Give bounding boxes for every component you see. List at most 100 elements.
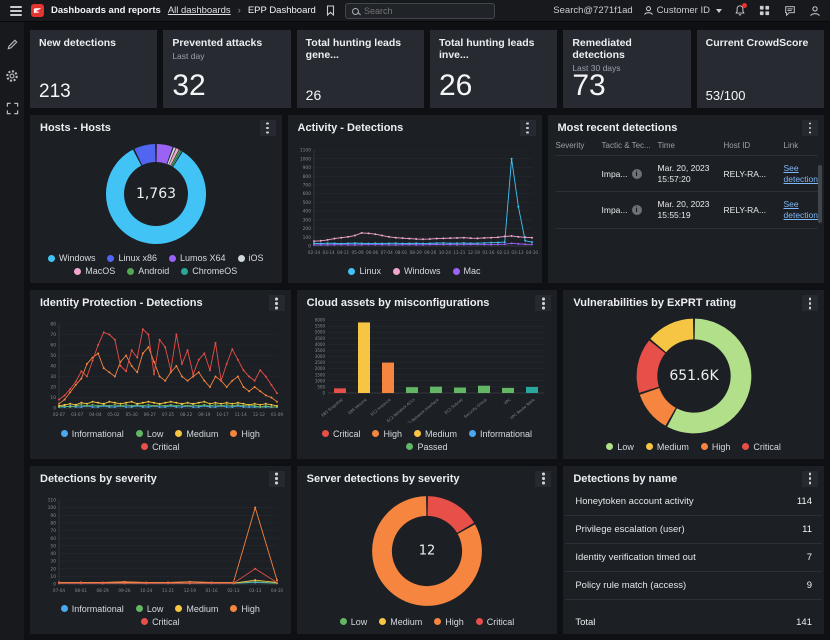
legend-dot <box>434 618 442 626</box>
legend-item[interactable]: Critical <box>321 429 360 439</box>
gear-icon[interactable] <box>4 68 20 84</box>
edit-pencil-icon[interactable] <box>4 36 20 52</box>
legend-item[interactable]: Medium <box>413 429 457 439</box>
svg-text:50: 50 <box>51 543 57 549</box>
time-cell: Mar. 20, 2023 15:55:19 <box>657 199 710 220</box>
legend-item[interactable]: Medium <box>645 442 689 452</box>
detection-name-row[interactable]: Policy rule match (access) 9 <box>565 572 822 600</box>
legend-label: Medium <box>186 603 219 614</box>
panel-menu-button[interactable] <box>801 470 818 487</box>
severity-legend: Informational Low Medium High Critical <box>30 602 291 634</box>
svg-text:1100: 1100 <box>299 147 310 153</box>
legend-item[interactable]: iOS <box>237 253 264 263</box>
legend-item[interactable]: Low <box>606 442 634 452</box>
legend-item[interactable]: Informational <box>60 604 124 614</box>
column-header[interactable]: Link <box>783 141 799 150</box>
search-input[interactable] <box>364 6 488 16</box>
hamburger-menu-icon[interactable] <box>10 9 22 12</box>
legend-item[interactable]: High <box>700 442 730 452</box>
user-search-label[interactable]: Search@7271f1ad <box>553 5 633 16</box>
stat-value: 213 <box>39 81 71 102</box>
legend-item[interactable]: Critical <box>141 442 180 452</box>
panel-menu-button[interactable] <box>268 470 285 487</box>
search-icon <box>352 7 359 15</box>
server-donut-chart: 12 <box>372 496 482 607</box>
legend-label: Linux <box>359 266 381 277</box>
panel-menu-button[interactable] <box>535 470 552 487</box>
legend-item[interactable]: Low <box>135 429 163 439</box>
legend-item[interactable]: Informational <box>60 429 124 439</box>
detection-name-row[interactable]: Honeytoken account activity 114 <box>565 488 822 516</box>
legend-item[interactable]: Mac <box>452 266 481 277</box>
info-icon[interactable] <box>631 168 642 179</box>
detection-name-row[interactable]: Identity verification timed out 7 <box>565 544 822 572</box>
legend-item[interactable]: High <box>434 617 464 627</box>
panel-menu-button[interactable] <box>535 295 552 312</box>
svg-text:VPC: VPC <box>503 397 512 406</box>
column-header[interactable]: Time <box>657 141 675 150</box>
host-id-cell: RELY-RA... <box>723 168 767 179</box>
legend-item[interactable]: High <box>230 604 260 614</box>
svg-text:6000: 6000 <box>315 318 326 323</box>
legend-item[interactable]: Windows <box>393 266 441 276</box>
svg-text:500: 500 <box>302 200 311 206</box>
stats-row: New detections 213 Prevented attacks Las… <box>30 30 824 108</box>
legend-item[interactable]: Medium <box>379 617 422 627</box>
server-legend: Low Medium High Critical <box>297 615 558 634</box>
info-icon[interactable] <box>631 204 642 215</box>
see-detection-link[interactable]: See detection <box>783 163 819 184</box>
legend-item[interactable]: Low <box>135 604 163 614</box>
legend-item[interactable]: Android <box>127 266 169 276</box>
activity-legend: Linux Windows Mac <box>288 264 542 283</box>
left-toolbar <box>0 22 24 640</box>
breadcrumb-all-dashboards[interactable]: All dashboards <box>167 5 231 16</box>
panel-menu-button[interactable] <box>268 295 285 312</box>
panel-server-detections: Server detections by severity 12 Low Medi… <box>296 465 558 634</box>
legend-item[interactable]: Windows <box>47 253 95 263</box>
legend-item[interactable]: MacOS <box>74 266 115 276</box>
legend-item[interactable]: Medium <box>175 604 218 614</box>
legend-item[interactable]: Critical <box>141 617 180 627</box>
column-header[interactable]: Host ID <box>723 141 751 150</box>
legend-item[interactable]: Linux <box>348 266 381 276</box>
legend-item[interactable]: Informational <box>469 429 532 439</box>
legend-dot <box>47 254 55 262</box>
global-search[interactable] <box>345 3 495 19</box>
legend-item[interactable]: Low <box>339 617 367 627</box>
svg-text:09-26: 09-26 <box>424 250 437 255</box>
legend-item[interactable]: ChromeOS <box>181 266 237 276</box>
legend-item[interactable]: Medium <box>175 429 218 439</box>
panel-menu-button[interactable] <box>802 120 818 136</box>
expand-fullscreen-icon[interactable] <box>4 100 20 116</box>
chat-icon[interactable] <box>782 3 797 18</box>
apps-grid-icon[interactable] <box>757 3 772 18</box>
svg-text:2500: 2500 <box>315 361 326 366</box>
see-detection-link[interactable]: See detection <box>783 199 819 220</box>
customer-id-menu[interactable]: Customer ID <box>643 5 722 16</box>
legend-item[interactable]: Critical <box>742 442 781 452</box>
legend-item[interactable]: High <box>372 429 402 439</box>
bookmark-icon[interactable] <box>323 3 338 18</box>
column-header[interactable]: Severity <box>555 141 585 150</box>
panel-menu-button[interactable] <box>259 120 276 136</box>
panel-menu-button[interactable] <box>519 120 536 136</box>
detection-name: Honeytoken account activity <box>575 495 694 507</box>
svg-text:4000: 4000 <box>315 342 326 347</box>
legend-item[interactable]: Linux x86 <box>107 253 157 263</box>
column-header[interactable]: Tactic & Tec... <box>601 141 651 150</box>
svg-text:80: 80 <box>51 520 57 526</box>
brand-logo-icon[interactable] <box>31 4 44 17</box>
panel-menu-button[interactable] <box>801 295 818 312</box>
notifications-bell-icon[interactable] <box>732 3 747 18</box>
detection-name-row[interactable]: Privilege escalation (user) 11 <box>565 516 822 544</box>
legend-item[interactable]: High <box>230 429 260 439</box>
svg-text:EBS Snapshot: EBS Snapshot <box>320 397 344 418</box>
legend-item[interactable]: Passed <box>406 442 448 452</box>
user-profile-icon[interactable] <box>807 3 822 18</box>
legend-item[interactable]: Lumos X64 <box>169 253 226 263</box>
legend-label: Windows <box>404 266 441 277</box>
legend-item[interactable]: Critical <box>475 617 514 627</box>
detection-count: 11 <box>802 523 812 535</box>
table-scrollbar[interactable] <box>818 165 822 223</box>
legend-label: Mac <box>463 266 481 277</box>
